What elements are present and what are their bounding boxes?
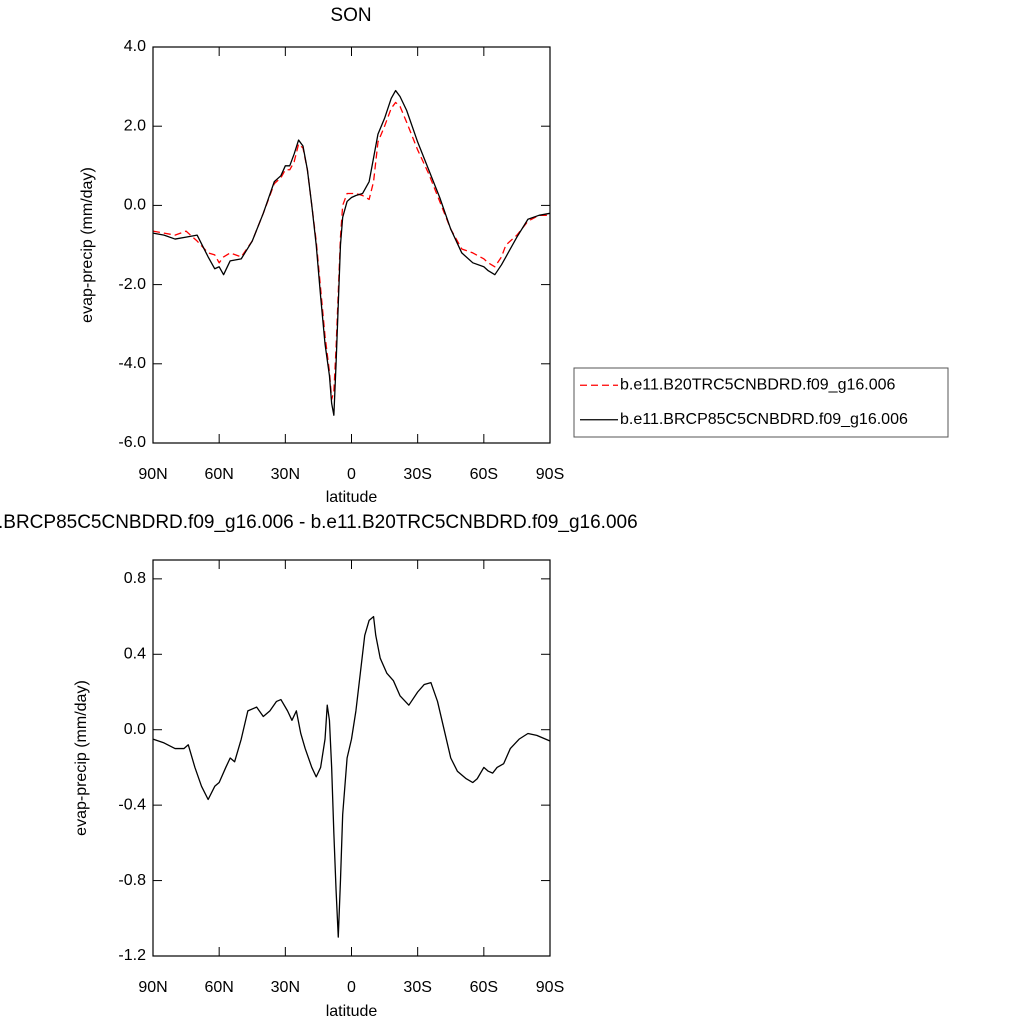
y-tick-label: 4.0 — [124, 38, 146, 55]
y-tick-label: 0.0 — [124, 721, 146, 738]
legend-label: b.e11.BRCP85C5CNBDRD.f09_g16.006 — [620, 411, 908, 428]
x-axis-label: latitude — [326, 1003, 378, 1020]
x-tick-label: 90N — [138, 979, 167, 996]
data-line — [152, 101, 550, 401]
y-axis-label: evap-precip (mm/day) — [73, 680, 90, 836]
x-tick-label: 30S — [403, 466, 431, 483]
plot-frame — [152, 46, 551, 444]
x-tick-label: 90S — [536, 979, 564, 996]
y-tick-label: 0.0 — [124, 197, 146, 214]
y-tick-label: -6.0 — [118, 434, 146, 451]
y-axis-label: evap-precip (mm/day) — [79, 167, 96, 323]
chart-title: .BRCP85C5CNBDRD.f09_g16.006 - b.e11.B20T… — [0, 512, 638, 533]
y-tick-label: 0.8 — [124, 570, 146, 587]
chart-title: SON — [330, 5, 371, 26]
x-tick-label: 60S — [470, 979, 498, 996]
data-line — [152, 89, 551, 416]
x-tick-label: 30S — [403, 979, 431, 996]
y-tick-label: -0.8 — [118, 872, 146, 889]
x-tick-label: 30N — [271, 466, 300, 483]
data-line — [152, 615, 551, 938]
y-tick-label: -1.2 — [118, 947, 146, 964]
y-tick-label: 0.4 — [124, 646, 146, 663]
x-tick-label: 30N — [271, 979, 300, 996]
y-tick-label: 2.0 — [124, 117, 146, 134]
x-tick-label: 60S — [470, 466, 498, 483]
legend-box — [573, 367, 949, 438]
x-tick-label: 90S — [536, 466, 564, 483]
y-tick-label: -0.4 — [118, 796, 146, 813]
x-tick-label: 60N — [204, 979, 233, 996]
x-tick-label: 60N — [204, 466, 233, 483]
x-tick-label: 0 — [347, 466, 356, 483]
x-tick-label: 0 — [347, 979, 356, 996]
plot-frame — [152, 559, 551, 957]
y-tick-label: -4.0 — [118, 355, 146, 372]
x-tick-label: 90N — [138, 466, 167, 483]
y-tick-label: -2.0 — [118, 276, 146, 293]
legend-label: b.e11.B20TRC5CNBDRD.f09_g16.006 — [620, 376, 896, 393]
x-axis-label: latitude — [326, 489, 378, 506]
